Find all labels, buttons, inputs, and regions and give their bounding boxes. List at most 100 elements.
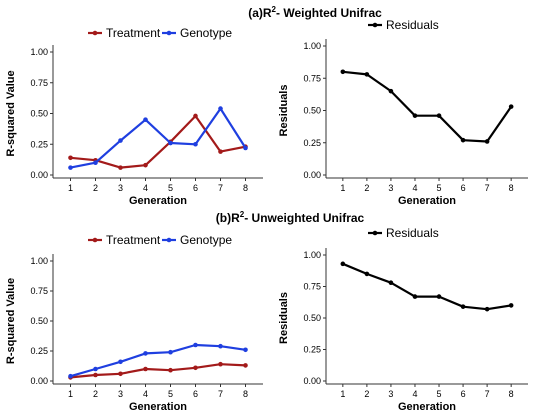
data-point-treatment [193,365,198,371]
y-tick-label: 0.00 [30,170,48,180]
chart-panel-a-left: 0.00 0.25 0.50 0.75 1.00 1 2 3 4 5 6 7 8 Generation R-… [5,26,263,207]
x-tick-label: 8 [243,389,248,399]
legend-label: Genotype [180,233,232,247]
data-point-treatment [143,366,148,372]
chart-panel-b-left: 0.00 0.25 0.50 0.75 1.00 1 2 3 4 5 6 7 8 Generation R-… [5,233,263,413]
data-point-genotype [93,160,98,165]
data-point-residuals [364,72,370,77]
data-point-residuals [388,88,394,94]
legend-item-residuals: Residuals [368,18,439,32]
x-tick-label: 4 [412,389,417,399]
data-point-genotype [118,359,123,365]
series-line-genotype [70,343,246,378]
x-tick-label: 4 [143,183,148,193]
legend-marker [372,22,378,28]
data-point-genotype [218,106,223,111]
x-tick-label: 8 [509,183,514,193]
data-point-residuals [484,306,490,312]
data-point-genotype [193,342,198,348]
section-b-title: (b)R2- Unweighted Unifrac [216,210,365,225]
data-point-treatment [68,155,73,161]
x-tick-label: 3 [388,389,393,399]
y-tick-label: 0.25 [30,139,48,149]
data-point-residuals [340,69,346,75]
legend-item-treatment: Treatment [88,26,161,40]
data-point-genotype [193,141,198,147]
data-point-treatment [143,162,148,168]
y-tick-label: 0.50 [30,316,48,326]
data-point-residuals [460,137,466,143]
data-point-residuals [412,294,418,299]
data-point-residuals [460,304,466,309]
data-point-genotype [143,117,148,122]
x-tick-label: 6 [193,183,198,193]
data-point-residuals [508,104,514,109]
legend-label: Genotype [180,26,232,40]
legend-marker [92,30,98,36]
data-point-residuals [364,271,370,277]
x-tick-label: 5 [437,389,442,399]
data-point-treatment [218,149,223,154]
x-tick-label: 2 [364,389,369,399]
y-tick-label: 0.00 [303,376,321,386]
legend-label: Treatment [106,26,161,40]
series-line-treatment [70,114,246,169]
legend-marker [166,30,172,36]
data-point-residuals [340,261,346,267]
legend-marker [92,237,98,243]
x-tick-label: 2 [93,389,98,399]
series-line-treatment [70,363,246,379]
data-point-genotype [243,347,248,353]
x-tick-label: 6 [461,183,466,193]
x-tick-label: 3 [118,389,123,399]
y-tick-label: 1.00 [303,41,321,51]
x-tick-label: 1 [68,389,73,399]
x-tick-label: 4 [143,389,148,399]
data-point-treatment [118,165,123,170]
legend-item-treatment: Treatment [88,233,161,247]
data-point-residuals [508,303,514,308]
data-point-residuals [436,294,442,299]
data-point-treatment [218,361,223,367]
y-tick-label: 0.75 [303,282,321,292]
y-tick-label: 0.75 [30,78,48,88]
y-tick-label: 0.25 [303,345,321,355]
x-axis-label: Generation [398,401,456,413]
x-tick-label: 8 [243,183,248,193]
y-tick-label: 0.75 [303,73,321,83]
chart-panel-a-right: 0.00 0.25 0.50 0.75 1.00 1 2 3 4 5 6 7 8 Generation Re… [278,18,528,207]
legend-marker [372,230,378,236]
legend-item-genotype: Genotype [162,233,232,247]
data-point-treatment [243,363,248,368]
data-point-genotype [68,373,73,379]
y-tick-label: 1.00 [30,47,48,57]
x-tick-label: 6 [193,389,198,399]
y-axis-label: R-squared Value [5,70,17,156]
x-tick-label: 7 [218,183,223,193]
data-point-treatment [193,113,198,119]
y-axis-label: Residuals [278,85,290,137]
y-tick-label: 0.00 [30,376,48,386]
x-tick-label: 1 [68,183,73,193]
y-tick-label: 0.00 [303,170,321,180]
data-point-treatment [118,371,123,377]
x-tick-label: 2 [364,183,369,193]
data-point-genotype [93,366,98,372]
legend-label: Treatment [106,233,161,247]
legend-label: Residuals [386,226,439,240]
series-line-residuals [342,70,513,143]
x-tick-label: 1 [340,389,345,399]
data-point-genotype [168,140,173,146]
legend-item-genotype: Genotype [162,26,232,40]
series-line-residuals [342,262,512,311]
y-tick-label: 0.50 [303,106,321,116]
x-tick-label: 5 [437,183,442,193]
legend-marker [166,237,172,243]
data-point-genotype [168,349,173,355]
y-tick-label: 0.25 [303,138,321,148]
y-tick-label: 1.00 [30,256,48,266]
chart-panel-b-right: 0.00 0.25 0.50 0.75 1.00 1 2 3 4 5 6 7 8 Generation Re… [278,226,528,413]
x-tick-label: 4 [412,183,417,193]
x-tick-label: 2 [93,183,98,193]
